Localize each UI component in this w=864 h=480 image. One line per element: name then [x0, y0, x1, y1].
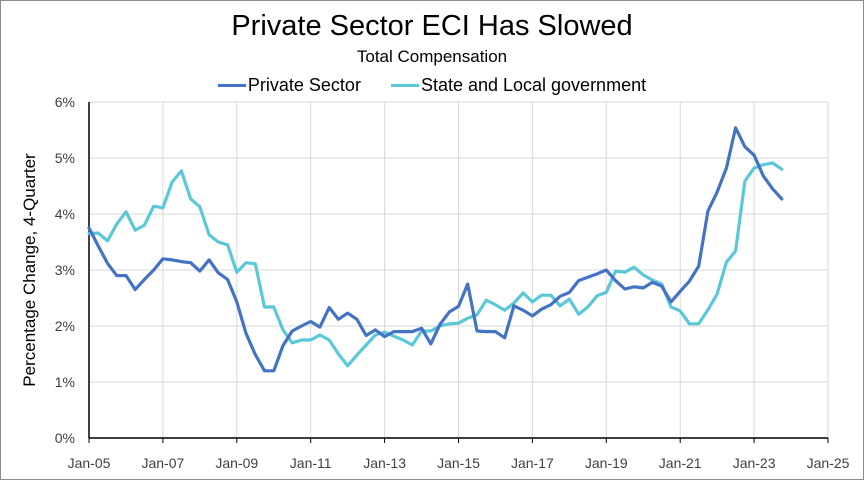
x-tick-label: Jan-21	[659, 455, 702, 471]
axes	[88, 102, 829, 443]
series-line-private-sector	[87, 126, 784, 373]
y-tick-label: 4%	[55, 206, 75, 222]
legend-swatch-private-sector	[217, 83, 246, 87]
x-tick-label: Jan-07	[141, 455, 184, 471]
tick-labels: 0% 1% 2% 3% 4% 5% 6% Jan-05 Jan-07 Jan-09 Jan-11 Ja…	[55, 94, 850, 471]
x-tick-label: Jan-09	[215, 455, 258, 471]
legend-item-state-local: State and Local government	[390, 73, 647, 97]
chart-subtitle: Total Compensation	[356, 47, 508, 66]
x-tick-label: Jan-13	[363, 455, 406, 471]
legend-item-private-sector: Private Sector	[217, 73, 361, 97]
y-tick-label: 2%	[55, 318, 75, 334]
x-tick-label: Jan-05	[68, 455, 111, 471]
y-tick-label: 1%	[55, 374, 75, 390]
x-tick-label: Jan-11	[290, 455, 332, 471]
x-tick-label: Jan-19	[585, 455, 628, 471]
legend-label-private-sector: Private Sector	[247, 75, 361, 95]
y-tick-label: 5%	[55, 150, 75, 166]
x-tick-label: Jan-23	[733, 455, 776, 471]
y-tick-label: 6%	[55, 94, 75, 110]
legend-swatch-state-local	[390, 83, 419, 87]
x-tick-label: Jan-25	[807, 455, 850, 471]
x-tick-label: Jan-17	[511, 455, 554, 471]
chart-title: Private Sector ECI Has Slowed	[231, 10, 633, 42]
series-lines	[87, 126, 784, 373]
y-tick-label: 3%	[55, 262, 75, 278]
x-tick-label: Jan-15	[437, 455, 480, 471]
legend-label-state-local: State and Local government	[420, 75, 647, 95]
legend: Private Sector State and Local governmen…	[0, 73, 864, 97]
y-tick-label: 0%	[55, 430, 75, 446]
